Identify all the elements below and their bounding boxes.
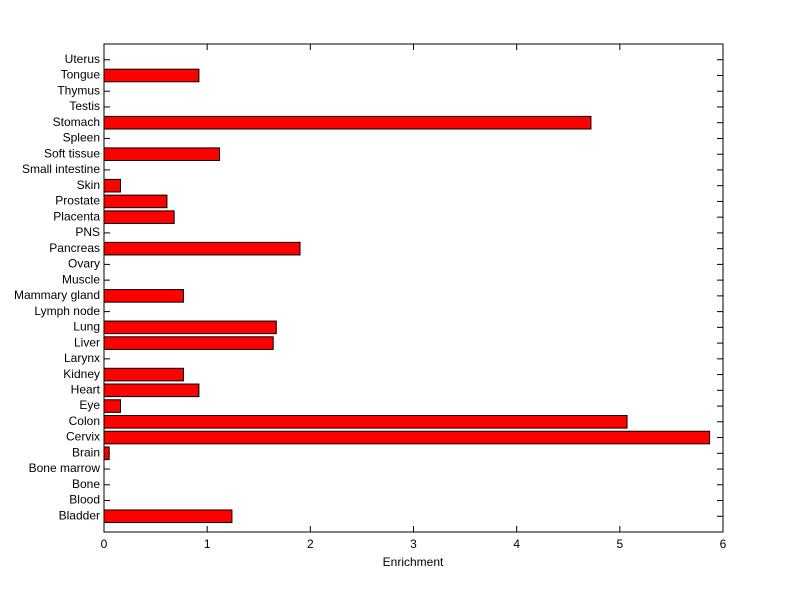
bar bbox=[103, 194, 168, 209]
y-tick-label: Liver bbox=[74, 335, 100, 349]
y-tick-label: Thymus bbox=[57, 83, 100, 97]
bar bbox=[103, 446, 110, 461]
bar bbox=[103, 320, 277, 335]
y-tick-label: Brain bbox=[72, 445, 100, 459]
bar bbox=[103, 383, 200, 398]
y-tick-label: Uterus bbox=[65, 52, 100, 66]
y-tick-label: Heart bbox=[71, 382, 101, 396]
x-tick-label: 6 bbox=[720, 537, 727, 551]
y-tick-label: Bone bbox=[72, 477, 100, 491]
bar bbox=[103, 367, 184, 382]
y-tick-label: Bone marrow bbox=[29, 461, 101, 475]
y-tick-label: Pancreas bbox=[49, 241, 100, 255]
bar bbox=[103, 241, 301, 256]
y-tick-label: PNS bbox=[75, 225, 100, 239]
y-tick-label: Muscle bbox=[62, 272, 100, 286]
bar bbox=[103, 289, 184, 303]
x-tick-label: 4 bbox=[513, 537, 520, 551]
y-tick-label: Lymph node bbox=[34, 304, 100, 318]
bar bbox=[103, 147, 221, 161]
bar bbox=[103, 336, 274, 350]
y-tick-label: Soft tissue bbox=[44, 146, 100, 160]
bar bbox=[103, 68, 200, 83]
y-tick-label: Kidney bbox=[63, 367, 100, 381]
y-tick-label: Small intestine bbox=[22, 162, 100, 176]
y-tick-label: Larynx bbox=[64, 351, 100, 365]
x-tick-label: 1 bbox=[204, 537, 211, 551]
y-tick-label: Colon bbox=[69, 414, 100, 428]
y-tick-label: Eye bbox=[79, 398, 100, 412]
y-tick-label: Bladder bbox=[59, 508, 100, 522]
y-tick-label: Prostate bbox=[55, 194, 100, 208]
bar bbox=[103, 430, 711, 445]
bar bbox=[103, 178, 122, 193]
y-tick-label: Stomach bbox=[53, 115, 100, 129]
bar bbox=[103, 415, 628, 429]
y-tick-label: Ovary bbox=[68, 257, 100, 271]
y-tick-label: Cervix bbox=[66, 430, 100, 444]
y-tick-label: Spleen bbox=[63, 131, 100, 145]
bar bbox=[103, 509, 233, 524]
y-tick-label: Lung bbox=[73, 320, 100, 334]
bar bbox=[103, 115, 592, 130]
bar bbox=[103, 399, 122, 413]
x-axis-label: Enrichment bbox=[383, 555, 444, 569]
y-tick-label: Mammary gland bbox=[14, 288, 100, 302]
y-tick-label: Tongue bbox=[61, 68, 101, 82]
y-tick-label: Skin bbox=[77, 178, 100, 192]
y-tick-label: Placenta bbox=[53, 209, 100, 223]
x-tick-label: 5 bbox=[616, 537, 623, 551]
x-tick-label: 2 bbox=[307, 537, 314, 551]
bar bbox=[103, 210, 175, 224]
x-tick-label: 0 bbox=[101, 537, 108, 551]
y-tick-label: Testis bbox=[69, 99, 100, 113]
plot-frame bbox=[103, 43, 724, 533]
y-tick-label: Blood bbox=[69, 493, 100, 507]
x-tick-label: 3 bbox=[410, 537, 417, 551]
